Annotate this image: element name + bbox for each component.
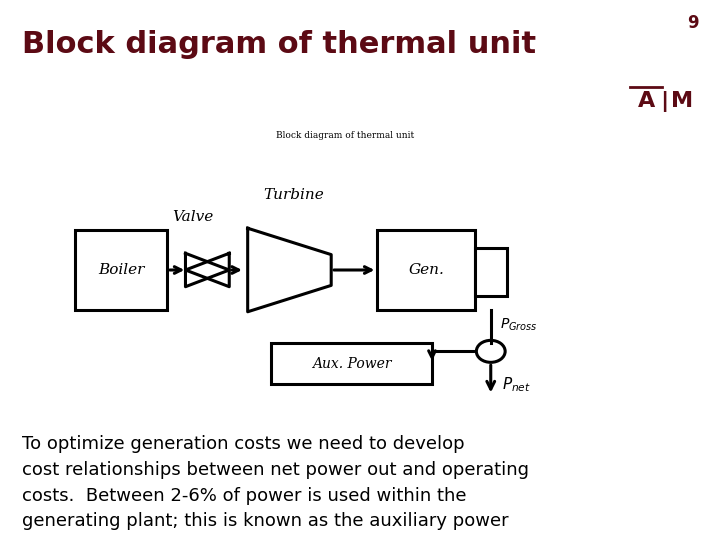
Text: |: | [660,91,669,112]
Text: Valve: Valve [172,210,214,224]
Text: $P_{Gross}$: $P_{Gross}$ [500,317,538,333]
Circle shape [477,340,505,362]
Text: Boiler: Boiler [98,263,144,277]
Bar [75,231,167,309]
Bar [271,342,432,384]
Text: $P_{net}$: $P_{net}$ [503,375,531,394]
Text: M: M [671,91,693,111]
Bar [475,248,507,296]
Text: Gen.: Gen. [408,263,444,277]
Bar [377,231,475,309]
Text: To optimize generation costs we need to develop: To optimize generation costs we need to … [22,435,464,453]
Text: 9: 9 [687,14,698,31]
Text: cost relationships between net power out and operating: cost relationships between net power out… [22,461,528,478]
Text: costs.  Between 2-6% of power is used within the: costs. Between 2-6% of power is used wit… [22,487,466,504]
Text: A: A [638,91,654,111]
Text: Block diagram of thermal unit: Block diagram of thermal unit [22,30,536,59]
Text: Aux. Power: Aux. Power [312,356,391,370]
Text: generating plant; this is known as the auxiliary power: generating plant; this is known as the a… [22,512,508,530]
Text: Turbine: Turbine [264,188,324,202]
Text: Block diagram of thermal unit: Block diagram of thermal unit [276,131,415,140]
